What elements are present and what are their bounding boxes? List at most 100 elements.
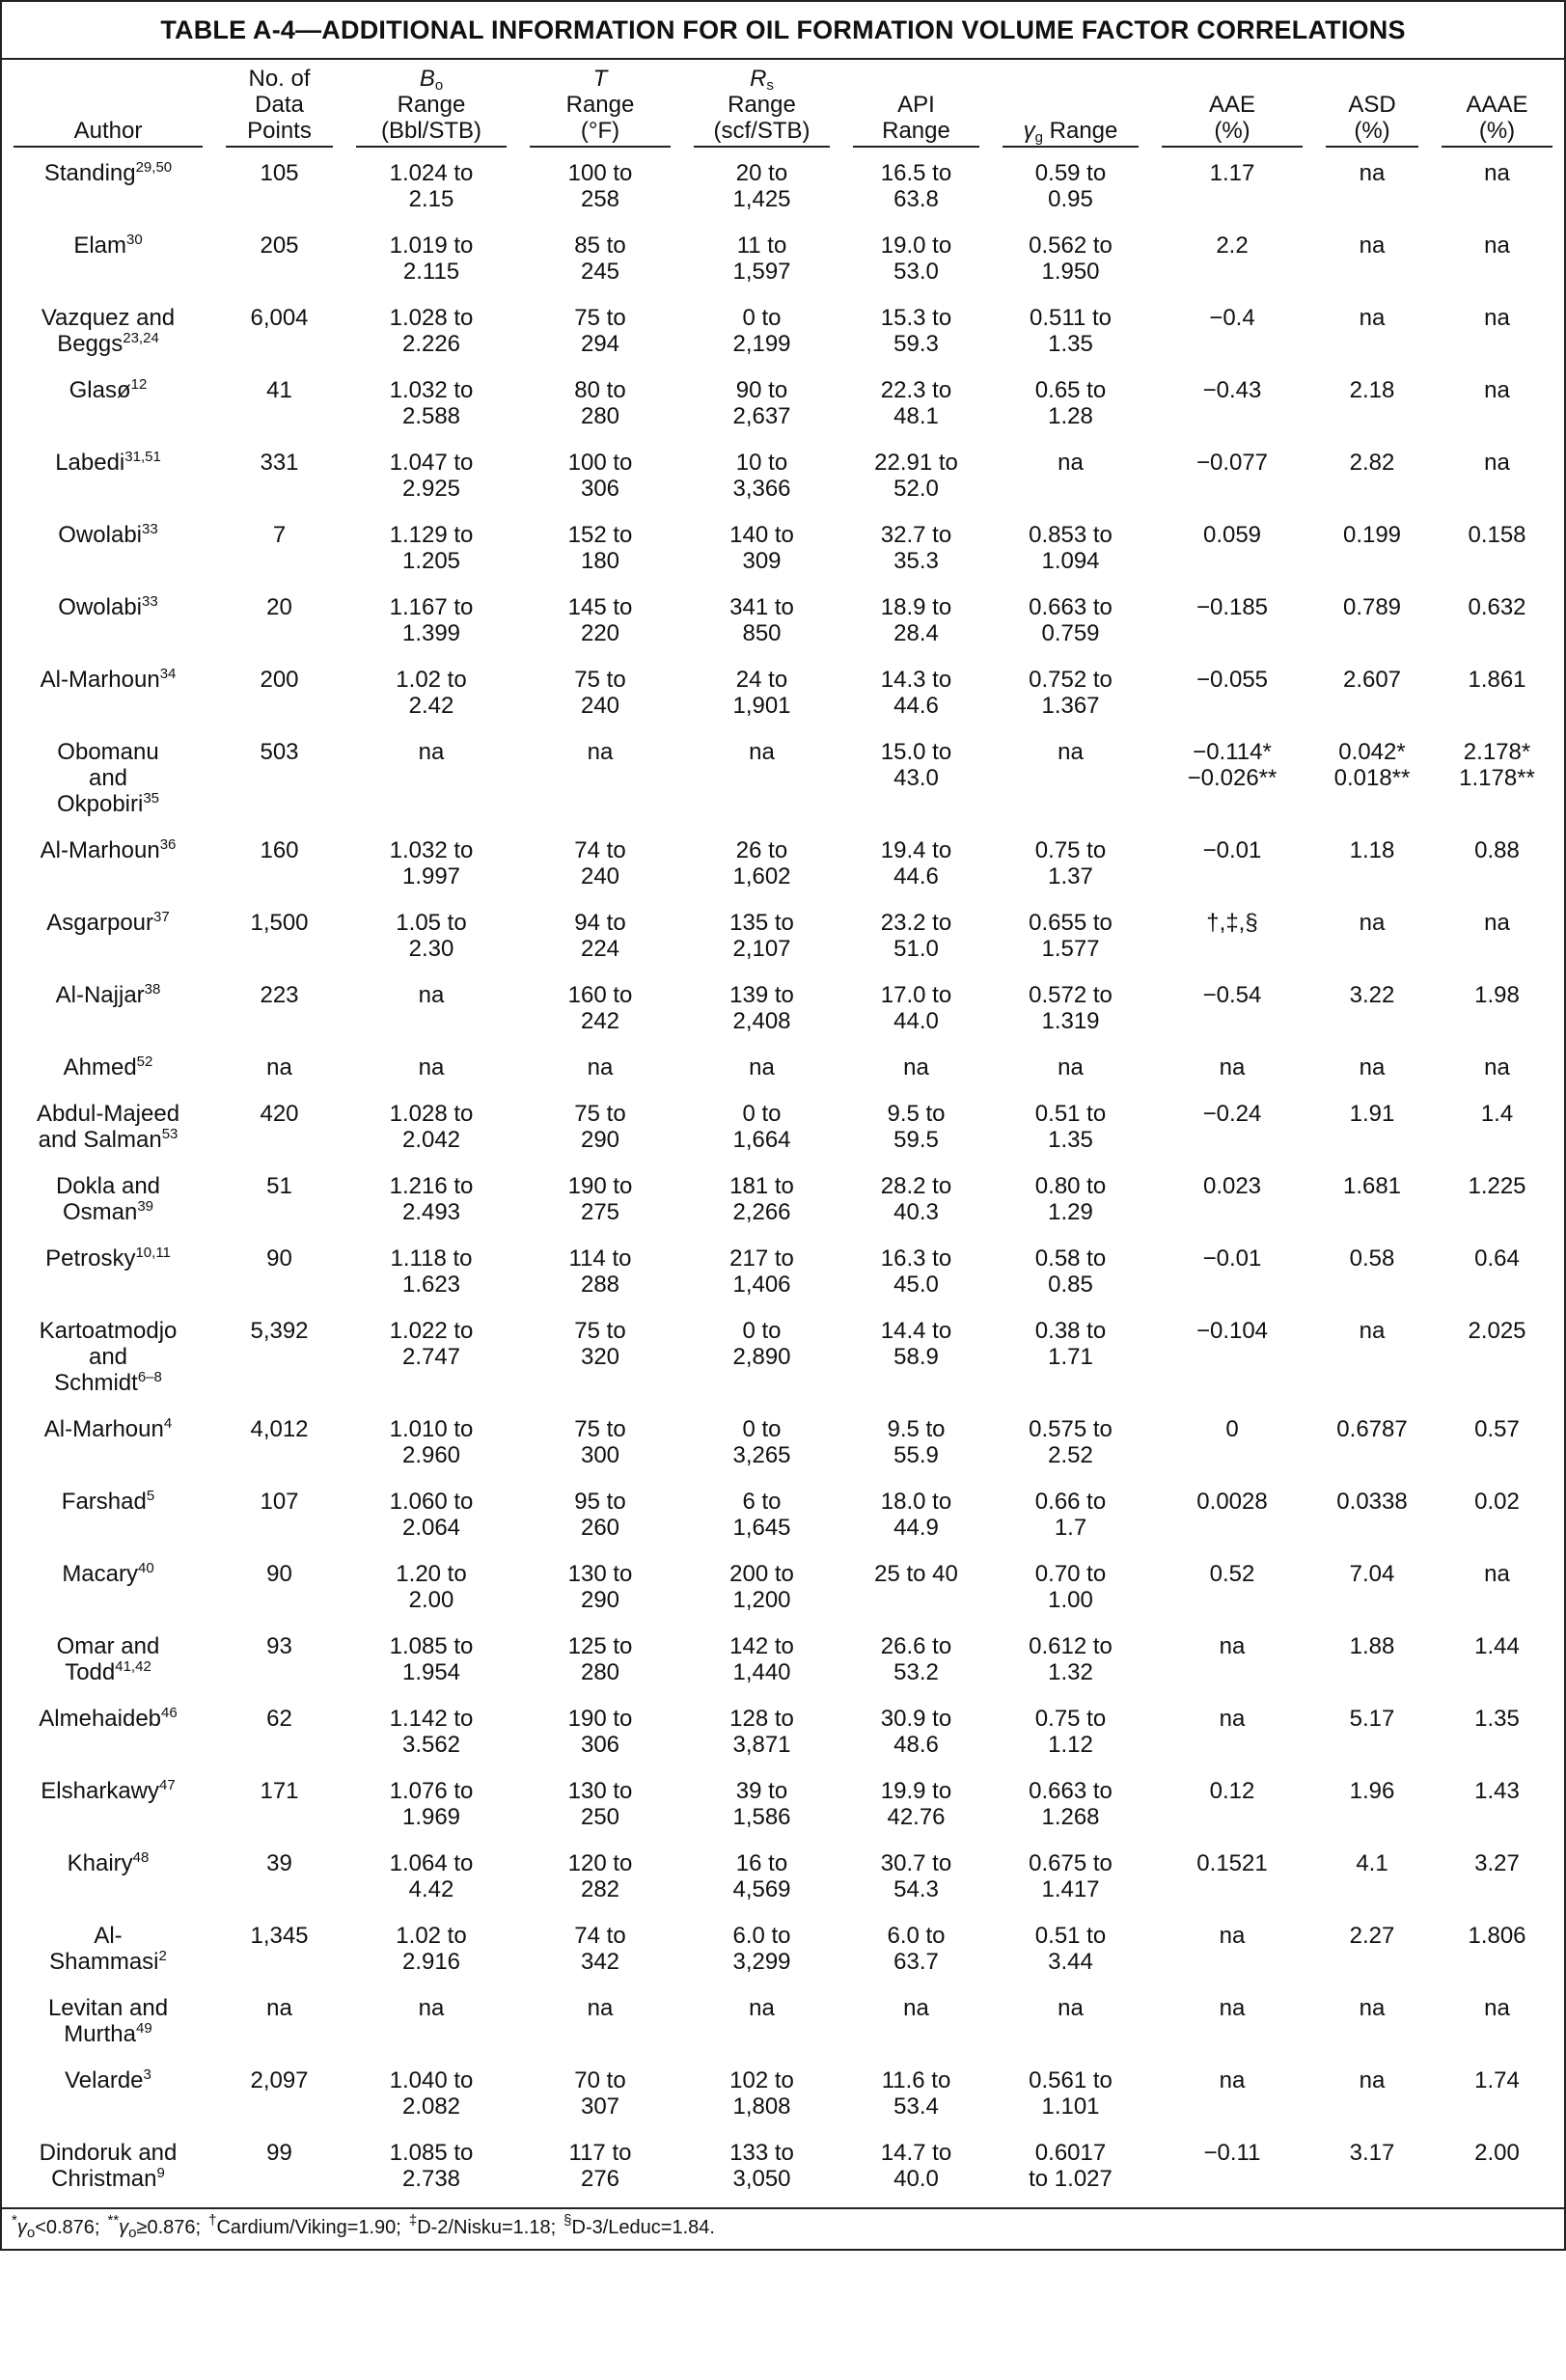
author-name: Al-Marhoun — [40, 837, 160, 863]
author-cell: Macary40 — [2, 1556, 214, 1628]
data-cell: 30.7 to 54.3 — [841, 1846, 991, 1918]
table-row: Glasø12 41 1.032 to 2.588 80 to 280 90 to 2,637… — [2, 372, 1564, 445]
cell-line: 16.3 to — [880, 1245, 952, 1272]
author-cell: Asgarpour37 — [2, 905, 214, 977]
table-row: Abdul-Majeed and Salman53 420 1.028 to 2.042… — [2, 1096, 1564, 1168]
cell-line: 1.032 to — [389, 837, 474, 863]
cell-line: 0.655 to — [1029, 910, 1113, 936]
cell-line: 1.085 to — [389, 1633, 474, 1659]
data-cell: 145 to 220 — [518, 589, 682, 662]
cell-line: 26.6 to — [880, 1633, 952, 1659]
data-cell: 1.047 to 2.925 — [344, 445, 518, 517]
header-line: AAAE — [1442, 92, 1552, 118]
cell-line: 58.9 — [893, 1344, 939, 1370]
cell-text: 3.22 — [1349, 982, 1395, 1008]
cell-text: na — [1219, 1923, 1246, 1949]
cell-text: 3.27 — [1474, 1850, 1520, 1876]
cell-line: 1.05 to — [396, 910, 467, 936]
cell-line: −0.114* — [1193, 739, 1272, 765]
cell-line: 1.02 to — [396, 1923, 467, 1949]
table-row: Labedi31,51 331 1.047 to 2.925 100 to 306 10 t… — [2, 445, 1564, 517]
cell-line: 1,645 — [732, 1515, 791, 1541]
header-line: ASD — [1326, 92, 1418, 118]
data-cell: 51 — [214, 1168, 344, 1241]
cell-line: 1.7 — [1054, 1515, 1087, 1541]
cell-line: 0.752 to — [1029, 667, 1113, 693]
header-text: Range — [728, 92, 796, 118]
header-line: (°F) — [530, 118, 671, 144]
data-cell: 19.9 to 42.76 — [841, 1773, 991, 1846]
cell-line: 1.028 to — [389, 305, 474, 331]
author-name: Obomanu — [57, 739, 159, 765]
author-line: Elsharkawy47 — [2, 1778, 214, 1804]
cell-line: 0 to — [742, 1416, 782, 1442]
data-cell: 4.1 — [1314, 1846, 1430, 1918]
data-cell: 1.028 to 2.042 — [344, 1096, 518, 1168]
cell-line: 1.142 to — [389, 1706, 474, 1732]
author-name: Al-Marhoun — [43, 1416, 164, 1442]
data-cell: na — [1430, 445, 1564, 517]
data-cell: 2.2 — [1150, 228, 1314, 300]
cell-text: −0.54 — [1202, 982, 1262, 1008]
cell-line: 0.759 — [1041, 620, 1100, 646]
cell-line: 1,406 — [732, 1272, 791, 1298]
table-row: Macary40 90 1.20 to 2.00 130 to 290 200 to 1,20… — [2, 1556, 1564, 1628]
data-cell: 0.6017 to 1.027 — [991, 2135, 1150, 2207]
author-name: Omar and — [56, 1633, 160, 1659]
data-cell: 200 — [214, 662, 344, 734]
cell-text: na — [1359, 1318, 1386, 1344]
data-cell: −0.104 — [1150, 1313, 1314, 1411]
data-cell: 10 to 3,366 — [682, 445, 841, 517]
data-cell: 133 to 3,050 — [682, 2135, 841, 2207]
header-label: γg Range — [1003, 118, 1139, 148]
cell-line: 1,901 — [732, 693, 791, 719]
data-cell: 3.22 — [1314, 977, 1430, 1050]
data-cell: 32.7 to 35.3 — [841, 517, 991, 589]
data-cell: 152 to 180 — [518, 517, 682, 589]
header-text: (%) — [1478, 118, 1516, 144]
data-cell: na — [1314, 905, 1430, 977]
cell-text: −0.055 — [1195, 667, 1269, 693]
cell-line: 0.51 to — [1034, 1101, 1107, 1127]
cell-text: 90 — [266, 1561, 292, 1587]
cell-text: 25 to 40 — [874, 1561, 958, 1587]
cell-line: 44.6 — [893, 863, 939, 889]
cell-line: 0.575 to — [1029, 1416, 1113, 1442]
cell-text: 62 — [266, 1706, 292, 1732]
cell-line: 217 to — [729, 1245, 794, 1272]
cell-line: 2.747 — [401, 1344, 461, 1370]
cell-line: 1,808 — [732, 2093, 791, 2120]
cell-line: 3.44 — [1048, 1949, 1093, 1975]
cell-line: 19.4 to — [880, 837, 952, 863]
header-line: Range — [530, 92, 671, 118]
data-cell: 0.655 to 1.577 — [991, 905, 1150, 977]
cell-line: 1.623 — [401, 1272, 461, 1298]
cell-line: 1.205 — [401, 548, 461, 574]
cell-text: 2.82 — [1349, 450, 1395, 476]
cell-line: 1,664 — [732, 1127, 791, 1153]
cell-line: 280 — [580, 403, 620, 429]
header-label: AAE (%) — [1162, 92, 1303, 148]
data-cell: 6.0 to 63.7 — [841, 1918, 991, 1990]
cell-line: 28.2 to — [880, 1173, 952, 1199]
cell-line: 2.064 — [401, 1515, 461, 1541]
cell-line: 1.969 — [401, 1804, 461, 1830]
data-cell: 1.18 — [1314, 833, 1430, 905]
data-cell: 0.02 — [1430, 1484, 1564, 1556]
cell-line: 1.024 to — [389, 160, 474, 186]
cell-line: 120 to — [567, 1850, 633, 1876]
data-cell: 0.64 — [1430, 1241, 1564, 1313]
cell-line: 290 — [580, 1587, 620, 1613]
author-line: Owolabi33 — [2, 594, 214, 620]
header-symbol: γ — [1023, 118, 1035, 144]
data-cell: 1.085 to 1.954 — [344, 1628, 518, 1701]
data-cell: 90 to 2,637 — [682, 372, 841, 445]
header-cell: ASD (%) — [1314, 60, 1430, 155]
cell-line: 100 to — [567, 160, 633, 186]
cell-line: 0.511 to — [1030, 305, 1112, 331]
cell-text: na — [266, 1054, 292, 1081]
data-cell: 0.6787 — [1314, 1411, 1430, 1484]
data-cell: 1,500 — [214, 905, 344, 977]
cell-line: 2.178* — [1463, 739, 1531, 765]
